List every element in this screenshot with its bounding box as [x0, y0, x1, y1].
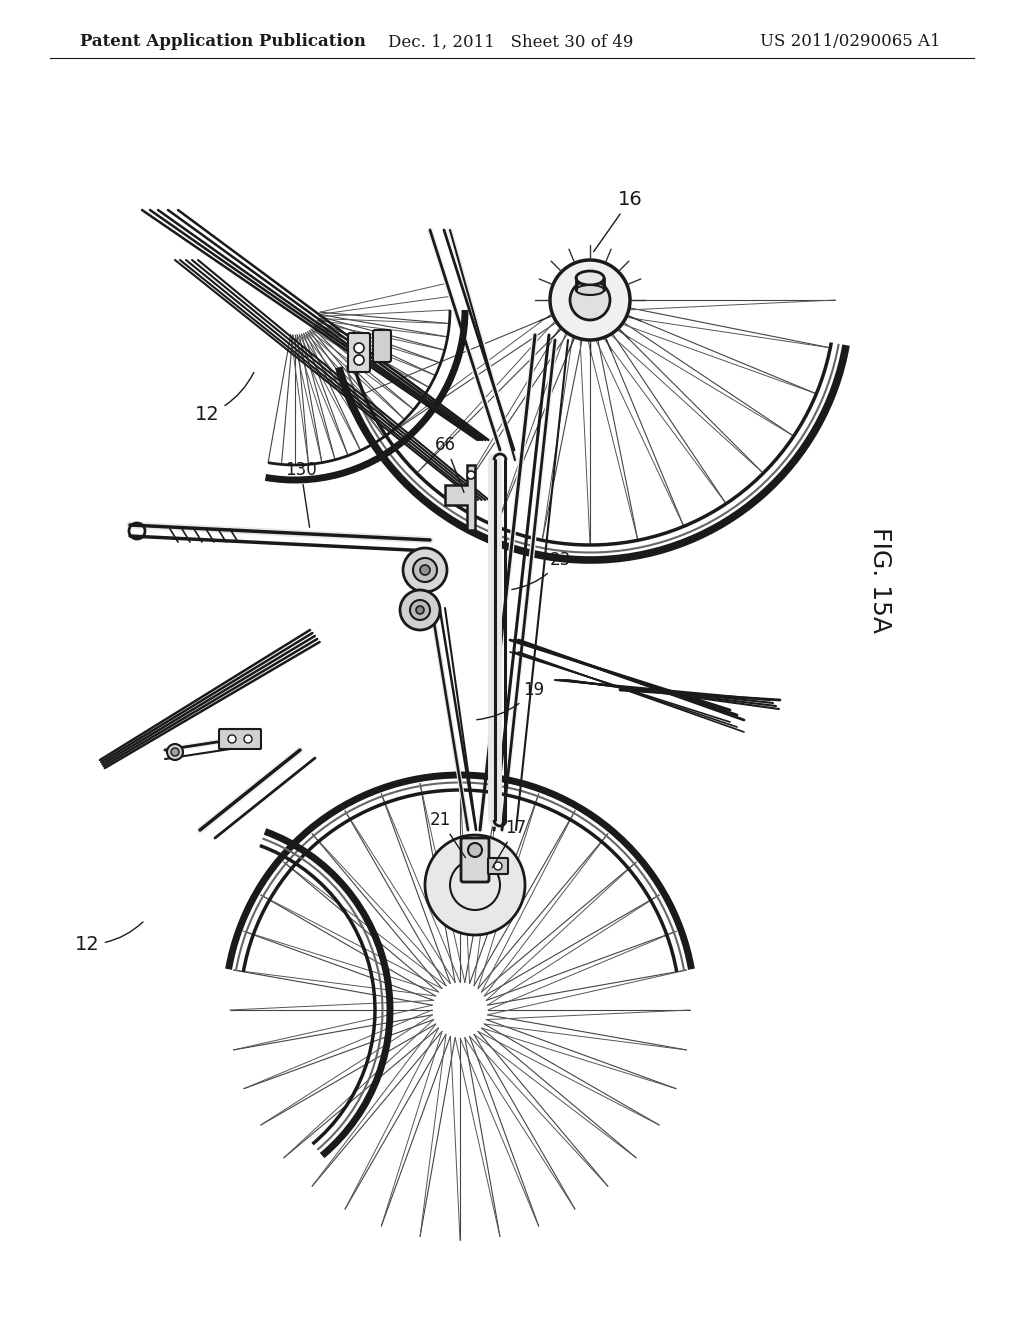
- FancyBboxPatch shape: [461, 838, 489, 882]
- Text: Patent Application Publication: Patent Application Publication: [80, 33, 366, 50]
- Circle shape: [416, 606, 424, 614]
- Circle shape: [228, 735, 236, 743]
- Text: 23: 23: [512, 550, 571, 590]
- Circle shape: [244, 735, 252, 743]
- Text: 17: 17: [493, 818, 526, 867]
- Polygon shape: [412, 578, 433, 605]
- Circle shape: [354, 355, 364, 366]
- Circle shape: [468, 843, 482, 857]
- Circle shape: [420, 565, 430, 576]
- Circle shape: [425, 836, 525, 935]
- Circle shape: [410, 601, 430, 620]
- Circle shape: [570, 280, 610, 319]
- Text: Dec. 1, 2011   Sheet 30 of 49: Dec. 1, 2011 Sheet 30 of 49: [388, 33, 634, 50]
- Text: 21: 21: [430, 810, 466, 858]
- FancyBboxPatch shape: [373, 330, 391, 362]
- Polygon shape: [445, 465, 475, 531]
- Ellipse shape: [575, 285, 604, 294]
- Text: 130: 130: [285, 461, 316, 527]
- Text: 66: 66: [435, 436, 464, 492]
- Circle shape: [550, 260, 630, 341]
- Text: 16: 16: [594, 190, 643, 252]
- Circle shape: [400, 590, 440, 630]
- Circle shape: [413, 558, 437, 582]
- Circle shape: [171, 748, 179, 756]
- Text: 12: 12: [75, 921, 143, 954]
- FancyBboxPatch shape: [488, 858, 508, 874]
- Text: 19: 19: [477, 681, 544, 719]
- Circle shape: [467, 471, 475, 479]
- Circle shape: [354, 343, 364, 352]
- FancyBboxPatch shape: [219, 729, 261, 748]
- Circle shape: [403, 548, 447, 591]
- Text: US 2011/0290065 A1: US 2011/0290065 A1: [760, 33, 941, 50]
- Text: FIG. 15A: FIG. 15A: [868, 527, 892, 634]
- Circle shape: [167, 744, 183, 760]
- FancyBboxPatch shape: [348, 333, 370, 372]
- Text: 12: 12: [195, 372, 254, 424]
- Ellipse shape: [575, 271, 604, 285]
- Circle shape: [494, 862, 502, 870]
